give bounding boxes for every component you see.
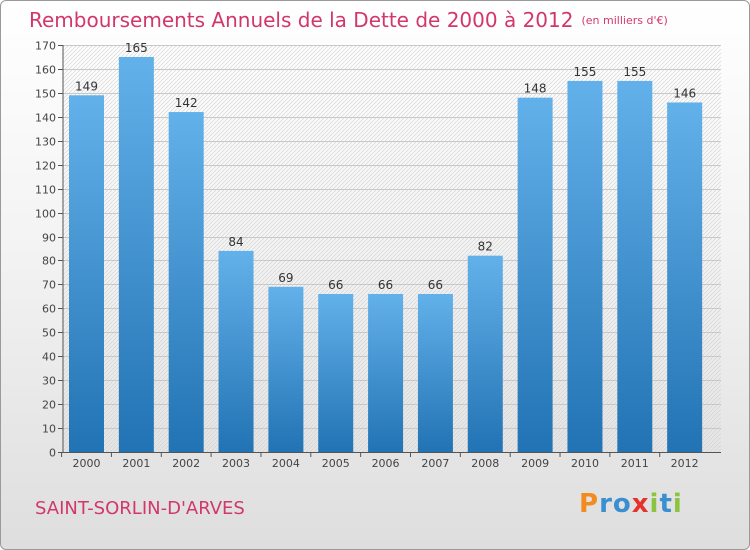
- logo-letter: o: [612, 489, 632, 519]
- bar-2007: [417, 293, 453, 452]
- data-label-2006: 66: [378, 278, 393, 292]
- y-tick-label: 60: [42, 303, 56, 316]
- proxiti-logo: Proxiti: [579, 489, 683, 519]
- y-tick-label: 120: [35, 160, 56, 173]
- logo-letter: r: [599, 489, 613, 519]
- y-tick-label: 80: [42, 255, 56, 268]
- x-tick-label-2003: 2003: [222, 457, 250, 470]
- y-axis: 0 10 20 30 40 50 60 70 80 90 100 110 120 130 140 150 160…: [35, 40, 64, 460]
- logo-letter: i: [649, 489, 660, 519]
- data-label-2008: 82: [478, 240, 493, 254]
- data-label-2010: 155: [574, 65, 597, 79]
- x-tick-label-2005: 2005: [322, 457, 350, 470]
- chart-title: Remboursements Annuels de la Dette de 20…: [29, 8, 668, 32]
- logo-letter: t: [659, 489, 673, 519]
- x-tick-label-2009: 2009: [521, 457, 549, 470]
- place-name: SAINT-SORLIN-D'ARVES: [35, 498, 245, 519]
- bar-2005: [318, 293, 354, 452]
- y-tick-label: 90: [42, 232, 56, 245]
- x-tick-label-2008: 2008: [471, 457, 499, 470]
- data-label-2005: 66: [328, 278, 343, 292]
- y-tick-label: 170: [35, 40, 56, 53]
- y-tick-label: 70: [42, 279, 56, 292]
- bar-2011: [617, 80, 653, 452]
- y-tick-label: 40: [42, 351, 56, 364]
- data-label-2004: 69: [278, 271, 293, 285]
- data-label-2012: 146: [673, 86, 696, 100]
- y-tick-label: 150: [35, 88, 56, 101]
- x-tick-label-2007: 2007: [421, 457, 449, 470]
- y-tick-label: 30: [42, 375, 56, 388]
- y-tick-label: 10: [42, 423, 56, 436]
- title-text: Remboursements Annuels de la Dette de 20…: [29, 8, 574, 32]
- x-tick-label-2002: 2002: [172, 457, 200, 470]
- bar-2012: [667, 102, 703, 452]
- data-label-2011: 155: [623, 65, 646, 79]
- y-tick-label: 100: [35, 208, 56, 221]
- y-tick-label: 50: [42, 327, 56, 340]
- y-tick-label: 140: [35, 112, 56, 125]
- bar-2008: [467, 255, 503, 452]
- bar-2000: [69, 95, 104, 452]
- y-tick-label: 110: [35, 184, 56, 197]
- x-axis: 2000 2001 2002 2003 2004 2005 2006 2007 2008 2009…: [61, 452, 721, 470]
- data-label-2000: 149: [75, 79, 98, 93]
- y-tick-label: 160: [35, 64, 56, 77]
- data-label-2009: 148: [524, 82, 547, 96]
- y-tick-label: 130: [35, 136, 56, 149]
- x-tick-label-2012: 2012: [671, 457, 699, 470]
- bar-2004: [268, 286, 304, 452]
- x-tick-label-2001: 2001: [122, 457, 150, 470]
- bar-2001: [118, 56, 154, 453]
- y-tick-label: 20: [42, 399, 56, 412]
- data-label-2001: 165: [125, 41, 148, 55]
- bars: 149 165 142 84 69 66 66 66 82 148 155 155 146: [69, 41, 703, 453]
- data-label-2007: 66: [428, 278, 443, 292]
- unit-label: (en milliers d'€): [581, 14, 668, 27]
- bar-2002: [168, 112, 204, 453]
- x-tick-label-2010: 2010: [571, 457, 599, 470]
- bar-2010: [567, 80, 603, 452]
- bar-2006: [368, 293, 404, 452]
- data-label-2002: 142: [175, 96, 198, 110]
- bar-2009: [517, 97, 553, 452]
- logo-letter: x: [631, 489, 650, 519]
- x-tick-label-2004: 2004: [272, 457, 300, 470]
- x-tick-label-2006: 2006: [372, 457, 400, 470]
- y-tick-label: 0: [49, 447, 56, 460]
- bar-2003: [218, 250, 254, 452]
- data-label-2003: 84: [228, 235, 243, 249]
- x-tick-label-2000: 2000: [73, 457, 101, 470]
- x-tick-label-2011: 2011: [621, 457, 649, 470]
- logo-letter: i: [672, 489, 683, 519]
- logo-letter: P: [579, 489, 600, 519]
